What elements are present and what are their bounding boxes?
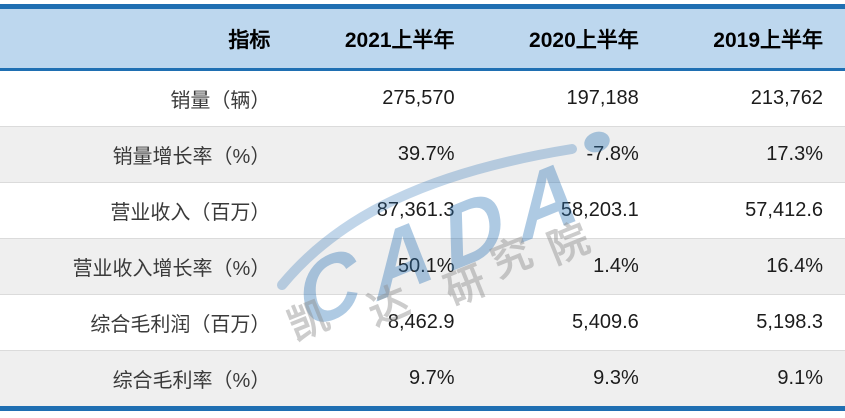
cell-value: -7.8% bbox=[476, 126, 661, 183]
cell-value: 57,412.6 bbox=[660, 182, 845, 239]
cell-value: 197,188 bbox=[476, 69, 661, 127]
col-header-2019h1: 2019上半年 bbox=[660, 6, 845, 71]
table-row-sales-volume: 销量（辆） 275,570 197,188 213,762 bbox=[0, 69, 845, 127]
financial-table: 指标 2021上半年 2020上半年 2019上半年 销量（辆） 275,570… bbox=[0, 4, 845, 411]
row-label: 销量增长率（%） bbox=[0, 126, 293, 183]
table-row-revenue: 营业收入（百万） 87,361.3 58,203.1 57,412.6 bbox=[0, 182, 845, 239]
table-row-gross-profit: 综合毛利润（百万） 8,462.9 5,409.6 5,198.3 bbox=[0, 294, 845, 351]
cell-value: 9.3% bbox=[476, 350, 661, 409]
cell-value: 58,203.1 bbox=[476, 182, 661, 239]
cell-value: 275,570 bbox=[292, 69, 477, 127]
cell-value: 17.3% bbox=[660, 126, 845, 183]
row-label: 销量（辆） bbox=[0, 69, 293, 127]
cell-value: 213,762 bbox=[660, 69, 845, 127]
col-header-2020h1: 2020上半年 bbox=[476, 6, 661, 71]
cell-value: 16.4% bbox=[660, 238, 845, 295]
row-label: 综合毛利润（百万） bbox=[0, 294, 293, 351]
col-header-2021h1: 2021上半年 bbox=[292, 6, 477, 71]
table-row-sales-growth: 销量增长率（%） 39.7% -7.8% 17.3% bbox=[0, 126, 845, 183]
cell-value: 8,462.9 bbox=[292, 294, 477, 351]
cell-value: 5,198.3 bbox=[660, 294, 845, 351]
table-row-gross-margin: 综合毛利率（%） 9.7% 9.3% 9.1% bbox=[0, 350, 845, 409]
col-header-indicator: 指标 bbox=[0, 6, 293, 71]
header-row: 指标 2021上半年 2020上半年 2019上半年 bbox=[0, 6, 845, 71]
cell-value: 1.4% bbox=[476, 238, 661, 295]
table-row-revenue-growth: 营业收入增长率（%） 50.1% 1.4% 16.4% bbox=[0, 238, 845, 295]
cell-value: 9.1% bbox=[660, 350, 845, 409]
row-label: 综合毛利率（%） bbox=[0, 350, 293, 409]
cell-value: 50.1% bbox=[292, 238, 477, 295]
cell-value: 9.7% bbox=[292, 350, 477, 409]
row-label: 营业收入增长率（%） bbox=[0, 238, 293, 295]
cell-value: 39.7% bbox=[292, 126, 477, 183]
cell-value: 5,409.6 bbox=[476, 294, 661, 351]
row-label: 营业收入（百万） bbox=[0, 182, 293, 239]
cell-value: 87,361.3 bbox=[292, 182, 477, 239]
